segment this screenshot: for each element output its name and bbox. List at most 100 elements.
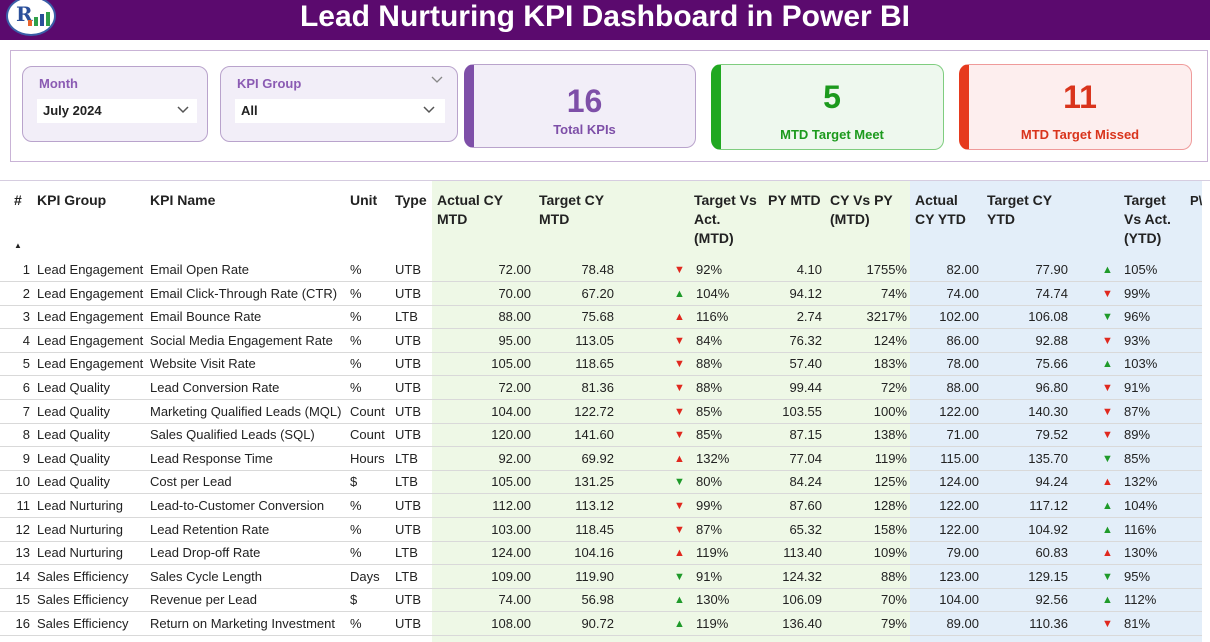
target-vs-act-mtd-cell: 80% [696, 474, 723, 490]
triangle-down-icon: ▼ [1102, 287, 1113, 300]
kpi-name-cell: Marketing Qualified Leads (MQL) [150, 403, 342, 419]
month-slicer[interactable]: Month July 2024 [22, 66, 208, 142]
table-row[interactable]: 10 Lead Quality Cost per Lead $ LTB 105.00 131… [0, 471, 1202, 495]
target-vs-act-ytd-cell: 105% [1124, 262, 1158, 277]
table-row[interactable]: 1 Lead Engagement Email Open Rate% UTB 72.00… [0, 259, 1202, 282]
col-header-target-cy-mtd[interactable]: Target CY MTD [539, 192, 605, 227]
triangle-up-icon: ▲ [674, 311, 685, 324]
target-vs-act-ytd-cell: 93% [1124, 332, 1151, 348]
month-slicer-label: Month [39, 76, 78, 91]
col-header-unit[interactable]: Unit [350, 192, 378, 208]
month-dropdown[interactable]: July 2024 [37, 99, 197, 123]
kpi-group-dropdown[interactable]: All [235, 99, 445, 123]
target-vs-act-mtd-cell: 130% [696, 592, 730, 608]
target-cy-mtd-cell: 131.25 [574, 474, 614, 490]
type-cell: UTB [395, 262, 421, 277]
cy-vs-py-mtd-cell: 74% [880, 285, 907, 301]
table-row[interactable]: 13 Lead Nurturing Lead Drop-off Rate% LTB 12… [0, 542, 1202, 566]
kpi-name-cell: Email Bounce Rate [150, 309, 262, 325]
kpi-group-slicer[interactable]: KPI Group All [220, 66, 458, 142]
target-cy-mtd-cell: 78.48 [581, 262, 614, 277]
py-mtd-cell: 2.74 [796, 309, 822, 325]
type-cell: LTB [395, 474, 418, 490]
table-row[interactable]: 7 Lead Quality Marketing Qualified Leads (… [0, 401, 1202, 424]
actual-cy-ytd-cell: 122.00 [939, 403, 979, 419]
row-number: 15 [15, 592, 30, 608]
triangle-down-icon: ▼ [1102, 429, 1113, 442]
kpi-name-cell: Sales Cycle Length [150, 568, 263, 584]
type-cell: UTB [395, 380, 421, 395]
target-vs-act-mtd-cell: 116% [696, 309, 729, 325]
table-row[interactable]: 15 Sales Efficiency Revenue per Lead $ UTB 74… [0, 589, 1202, 613]
table-row[interactable]: 12 Lead Nurturing Lead Retention Rate% UTB 1… [0, 519, 1202, 542]
target-vs-act-ytd-cell: 85% [1124, 450, 1151, 466]
col-header-py-mtd[interactable]: PY MTD [768, 192, 821, 208]
target-cy-ytd-cell: 94.24 [1035, 474, 1068, 490]
table-row[interactable]: 3 Lead Engagement Email Bounce Rate% LTB 88.… [0, 306, 1202, 330]
type-cell: UTB [395, 332, 421, 348]
actual-cy-mtd-cell: 95.00 [498, 332, 531, 348]
unit-cell: % [350, 309, 362, 325]
col-header-number[interactable]: # [14, 192, 22, 208]
table-row[interactable]: 5 Lead Engagement Website Visit Rate% UTB 10… [0, 353, 1202, 377]
row-number: 14 [15, 568, 30, 584]
target-cy-ytd-cell: 75.66 [1035, 356, 1068, 372]
col-header-kpi-name[interactable]: KPI Name [150, 192, 216, 208]
cy-vs-py-mtd-cell: 100% [873, 403, 907, 419]
type-cell: LTB [395, 545, 418, 561]
triangle-down-icon: ▼ [1102, 311, 1113, 324]
kpi-table[interactable]: # ▲ KPI Group KPI Name Unit Type Actual … [0, 180, 1210, 642]
sort-asc-icon[interactable]: ▲ [14, 241, 22, 250]
type-cell: UTB [395, 427, 421, 443]
target-vs-act-mtd-cell: 88% [696, 356, 723, 372]
table-row[interactable]: 14 Sales Efficiency Sales Cycle Length Days… [0, 566, 1202, 589]
target-cy-mtd-cell: 113.12 [575, 498, 614, 513]
cy-vs-py-mtd-cell: 158% [873, 521, 907, 537]
cy-vs-py-mtd-cell: 183% [873, 356, 907, 372]
table-row[interactable]: 16 Sales Efficiency Return on Marketing In… [0, 613, 1202, 636]
triangle-down-icon: ▼ [674, 264, 685, 276]
kpi-group-cell: Lead Engagement [37, 332, 144, 348]
target-vs-act-ytd-cell: 116% [1124, 521, 1157, 537]
table-row[interactable]: 2 Lead Engagement Email Click-Through Rate… [0, 283, 1202, 306]
col-header-kpi-group[interactable]: KPI Group [37, 192, 107, 208]
kpi-name-cell: Lead Retention Rate [150, 521, 270, 537]
chevron-down-icon[interactable] [423, 98, 435, 122]
col-header-target-vs-act-mtd[interactable]: Target Vs Act. (MTD) [694, 192, 757, 246]
table-row[interactable]: 4 Lead Engagement Social Media Engagement … [0, 330, 1202, 353]
table-row[interactable]: 9 Lead Quality Lead Response Time Hours LTB 9… [0, 448, 1202, 471]
actual-cy-ytd-cell: 122.00 [939, 498, 979, 513]
target-vs-act-ytd-cell: 112% [1124, 592, 1157, 608]
chevron-down-icon[interactable] [431, 73, 443, 87]
target-cy-mtd-cell: 81.36 [581, 380, 614, 395]
table-scrollbar-track[interactable] [1202, 181, 1210, 642]
row-number: 3 [22, 309, 30, 325]
table-row[interactable]: 8 Lead Quality Sales Qualified Leads (SQL)… [0, 424, 1202, 448]
col-header-actual-cy-ytd[interactable]: Actual CY YTD [915, 192, 966, 227]
actual-cy-ytd-cell: 86.00 [946, 332, 979, 348]
col-header-actual-cy-mtd[interactable]: Actual CY MTD [437, 192, 504, 227]
col-header-target-vs-act-ytd[interactable]: Target Vs Act. (YTD) [1124, 192, 1171, 246]
kpi-group-cell: Lead Quality [37, 474, 110, 490]
target-vs-act-mtd-cell: 104% [696, 285, 730, 301]
col-header-type[interactable]: Type [395, 192, 427, 208]
target-cy-mtd-cell: 69.92 [581, 450, 614, 466]
kpi-name-cell: Email Click-Through Rate (CTR) [150, 285, 338, 301]
cy-vs-py-mtd-cell: 79% [880, 616, 907, 631]
target-vs-act-ytd-cell: 95% [1124, 568, 1151, 584]
col-header-target-cy-ytd[interactable]: Target CY YTD [987, 192, 1053, 227]
table-row[interactable]: 11 Lead Nurturing Lead-to-Customer Convers… [0, 495, 1202, 518]
chevron-down-icon[interactable] [177, 98, 189, 122]
kpi-name-cell: Email Open Rate [150, 262, 249, 277]
target-vs-act-ytd-cell: 130% [1124, 545, 1158, 561]
kpi-name-cell: Lead-to-Customer Conversion [150, 498, 325, 513]
target-vs-act-ytd-cell: 104% [1124, 498, 1158, 513]
triangle-up-icon: ▲ [1102, 500, 1113, 512]
target-vs-act-mtd-cell: 87% [696, 521, 723, 537]
col-header-py-ytd-cut[interactable]: P\ [1190, 193, 1203, 208]
target-cy-ytd-cell: 77.90 [1035, 262, 1068, 277]
actual-cy-mtd-cell: 105.00 [491, 474, 531, 490]
col-header-cy-vs-py-mtd[interactable]: CY Vs PY (MTD) [830, 192, 893, 227]
table-row[interactable]: 6 Lead Quality Lead Conversion Rate% UTB 72.… [0, 377, 1202, 400]
kpi-group-cell: Lead Quality [37, 427, 110, 443]
